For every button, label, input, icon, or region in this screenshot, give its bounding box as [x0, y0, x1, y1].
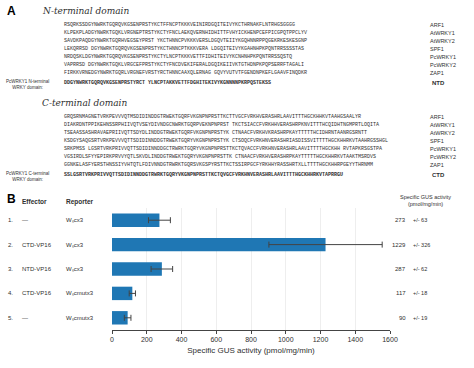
svg-text:AtWRKY2: AtWRKY2	[430, 38, 455, 44]
svg-text:600: 600	[210, 336, 222, 343]
svg-text:+/- 18: +/- 18	[413, 290, 427, 296]
svg-text:200: 200	[141, 336, 153, 343]
svg-text:VAPRRSD DGYNWRKTGQKLVRGCEFPRST: VAPRRSD DGYNWRKTGQKLVRGCEFPRSTYKCTYFNCDV…	[64, 62, 304, 68]
svg-text:PcWRKY1: PcWRKY1	[430, 146, 456, 152]
svg-text:—: —	[22, 315, 28, 321]
svg-text:Specific GUS activity(pmol/mg/: Specific GUS activity(pmol/mg/min)	[400, 194, 451, 207]
svg-text:400: 400	[176, 336, 188, 343]
svg-text:AtWRKY1: AtWRKY1	[430, 122, 455, 128]
svg-text:A: A	[7, 4, 16, 18]
svg-text:1000: 1000	[278, 336, 294, 343]
svg-text:+/- 63: +/- 63	[413, 217, 427, 223]
svg-text:KSDGYSAQGSRTVRKPEVVVQTTSDIDINN: KSDGYSAQGSRTVRKPEVVVQTTSDIDINNDDGTRWEKTG…	[64, 138, 388, 144]
svg-text:N-terminal domain: N-terminal domain	[42, 6, 129, 16]
svg-text:Wₛcmutx3: Wₛcmutx3	[66, 290, 94, 296]
svg-text:1400: 1400	[347, 336, 363, 343]
svg-text:RSQRKSSDGYNWRKTGQRQVKGSENPRSTY: RSQRKSSDGYNWRKTGQRQVKGSENPRSTYKCTFFNCPTK…	[64, 22, 295, 28]
svg-text:90: 90	[399, 315, 406, 321]
svg-text:ARF1: ARF1	[430, 22, 444, 28]
svg-text:PcWRKY1 C-terminalWRKY domain:: PcWRKY1 C-terminalWRKY domain:	[6, 171, 49, 182]
svg-text:1200: 1200	[313, 336, 329, 343]
svg-text:NTD-VP16: NTD-VP16	[22, 266, 52, 272]
svg-text:+/- 19: +/- 19	[413, 315, 427, 321]
svg-text:SPF1: SPF1	[430, 138, 444, 144]
svg-text:CTD-VP16: CTD-VP16	[22, 290, 52, 296]
svg-text:2.: 2.	[8, 242, 13, 248]
svg-text:KLPEKPLADGYNWRKTGQKLVRGNEPTRST: KLPEKPLADGYNWRKTGQKLVRGNEPTRSTYKCTYFNCLA…	[64, 30, 307, 36]
svg-text:NTD: NTD	[432, 80, 445, 86]
svg-text:B: B	[7, 192, 16, 206]
svg-text:Wₛcmutx3: Wₛcmutx3	[66, 315, 94, 321]
svg-text:CTD-VP16: CTD-VP16	[22, 242, 52, 248]
svg-text:Effector: Effector	[22, 198, 47, 205]
svg-text:PcWRKY2: PcWRKY2	[430, 62, 456, 68]
svg-text:Wₛcx3: Wₛcx3	[66, 242, 84, 248]
svg-text:SPF1: SPF1	[430, 46, 444, 52]
svg-text:0: 0	[110, 336, 114, 343]
svg-text:5.: 5.	[8, 315, 13, 321]
svg-text:Reporter: Reporter	[66, 198, 94, 206]
svg-text:+/- 326: +/- 326	[413, 242, 430, 248]
svg-text:PcWRKY1 N-terminalWRKY domain:: PcWRKY1 N-terminalWRKY domain:	[6, 79, 49, 90]
svg-text:DDGYNWRKTGQRQVKGSENPRSTYRCT YL: DDGYNWRKTGQRQVKGSENPRSTYRCT YLNCPTAKKVET…	[64, 80, 271, 86]
svg-text:C-terminal domain: C-terminal domain	[42, 98, 127, 108]
svg-text:SRKPMSS LGSRTVRKPRIVVQTTSDIDIN: SRKPMSS LGSRTVRKPRIVVQTTSDIDINNDDGCTRWRK…	[64, 146, 382, 152]
svg-text:AtWRKY1: AtWRKY1	[430, 30, 455, 36]
svg-text:Specific GUS activity (pmol/mg: Specific GUS activity (pmol/mg/min)	[187, 346, 315, 355]
svg-text:VGSIRDLSFYYEPIRKPRVVYQTLSKVDLI: VGSIRDLSFYYEPIRKPRVVYQTLSKVDLINDDGTRWEKT…	[64, 154, 376, 160]
svg-text:287: 287	[395, 266, 406, 272]
svg-text:800: 800	[245, 336, 257, 343]
svg-text:4.: 4.	[8, 290, 13, 296]
svg-text:NRDQSKLDGYNWRKTGQRQVKGSENPRSTY: NRDQSKLDGYNWRKTGQRQVKGSENPRSTYKCTYLNCPTK…	[64, 54, 292, 60]
svg-text:1600: 1600	[382, 336, 398, 343]
svg-text:Wₛcx3: Wₛcx3	[66, 217, 84, 223]
svg-text:+/- 62: +/- 62	[413, 266, 427, 272]
svg-text:SAVDKPAQDGYNWRKTGQRHVEGSEYPRST: SAVDKPAQDGYNWRKTGQRHVEGSEYPRST YKCTHNNCP…	[64, 38, 307, 44]
svg-text:TSEAASSASHRAVAEPRIIVQTTSDYDLIN: TSEAASSASHRAVAEPRIIVQTTSDYDLINDDGTRWEKTG…	[64, 130, 367, 136]
svg-text:PcWRKY2: PcWRKY2	[430, 154, 456, 160]
svg-text:PcWRKY1: PcWRKY1	[430, 54, 456, 60]
svg-text:SSLGSRTVRKPRIVVQTTSDIDINNDDGTR: SSLGSRTVRKPRIVVQTTSDIDINNDDGTRWRKTGQRYVK…	[64, 172, 343, 178]
svg-text:1229: 1229	[392, 242, 406, 248]
svg-text:273: 273	[395, 217, 406, 223]
svg-text:—: —	[22, 217, 28, 223]
svg-text:117: 117	[396, 290, 406, 296]
svg-text:GRQSRNMAGNETVRKPEVVVQTMSDIDIND: GRQSRNMAGNETVRKPEVVVQTMSDIDINDDGTRWEKTGQ…	[64, 114, 361, 120]
svg-text:DIAKRDNTPPIKEHNSSRPHIIVQTVSEYD: DIAKRDNTPPIKEHNSSRPHIIVQTVSEYDIVNDGCNWRK…	[64, 122, 379, 128]
svg-text:ZAP1: ZAP1	[430, 70, 444, 76]
svg-text:ZAP1: ZAP1	[430, 162, 444, 168]
svg-text:AtWRKY2: AtWRKY2	[430, 130, 455, 136]
svg-text:3.: 3.	[8, 266, 13, 272]
svg-text:Wₛcx3: Wₛcx3	[66, 266, 84, 272]
svg-text:ARF1: ARF1	[430, 114, 444, 120]
svg-text:1.: 1.	[8, 217, 13, 223]
svg-text:LEKQRRSD DGYNWRKTGQRQVKGSENPRS: LEKQRRSD DGYNWRKTGQRQVKGSENPRSTYKCTHNNCP…	[64, 46, 304, 52]
svg-text:CTD: CTD	[432, 172, 445, 178]
svg-text:GGNKELASFYERSTHNSSIYVHTQTLFDIV: GGNKELASFYERSTHNSSIYVHTQTLFDIVNNDGTRWRKT…	[64, 162, 373, 168]
svg-text:FIRKKVRNEDGYNWRKTGQRLVRGNEFVRS: FIRKKVRNEDGYNWRKTGQRLVRGNEFVRSTYRCTHNNCA…	[64, 70, 307, 76]
